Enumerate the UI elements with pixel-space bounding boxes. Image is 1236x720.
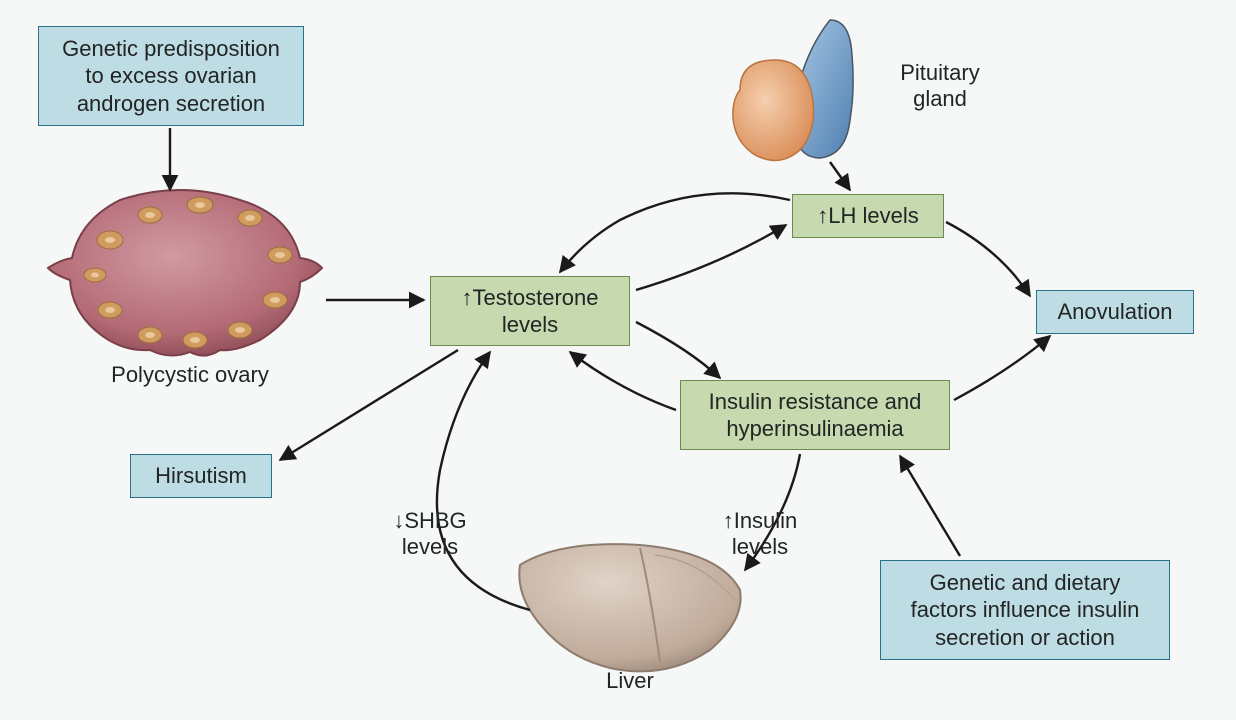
box-hirsutism: Hirsutism [130, 454, 272, 498]
box-testosterone-text: ↑Testosteronelevels [462, 284, 599, 339]
box-testosterone: ↑Testosteronelevels [430, 276, 630, 346]
label-polycystic-ovary: Polycystic ovary [90, 362, 290, 388]
box-genetic-insulin-text: Genetic and dietaryfactors influence ins… [911, 569, 1140, 652]
liver-illustration [519, 544, 740, 671]
arrow-testosterone-to-lh [636, 225, 786, 290]
arrow-liver-to-testosterone [437, 352, 530, 610]
box-anovulation: Anovulation [1036, 290, 1194, 334]
polycystic-ovary-illustration [48, 190, 322, 356]
box-insulin-resistance: Insulin resistance andhyperinsulinaemia [680, 380, 950, 450]
arrow-insulin-to-testosterone [570, 352, 676, 410]
arrow-testosterone-to-insulin [636, 322, 720, 378]
arrow-insulin-to-anovulation [954, 336, 1050, 400]
label-liver: Liver [590, 668, 670, 694]
box-hirsutism-text: Hirsutism [155, 462, 247, 490]
arrow-genetic-insulin-to-insulin [900, 456, 960, 556]
box-genetic-ovarian: Genetic predispositionto excess ovariana… [38, 26, 304, 126]
arrow-pituitary-to-lh [830, 162, 850, 190]
label-pituitary-gland: Pituitarygland [880, 60, 1000, 113]
arrow-testosterone-to-hirsutism [280, 350, 458, 460]
label-insulin-levels: ↑Insulinlevels [700, 508, 820, 561]
box-genetic-insulin: Genetic and dietaryfactors influence ins… [880, 560, 1170, 660]
box-anovulation-text: Anovulation [1058, 298, 1173, 326]
box-lh-text: ↑LH levels [817, 202, 918, 230]
box-insulin-resistance-text: Insulin resistance andhyperinsulinaemia [709, 388, 922, 443]
label-shbg: ↓SHBGlevels [370, 508, 490, 561]
pituitary-gland-illustration [733, 20, 853, 160]
arrow-lh-to-testosterone [560, 193, 790, 272]
arrow-lh-to-anovulation [946, 222, 1030, 296]
box-lh: ↑LH levels [792, 194, 944, 238]
box-genetic-ovarian-text: Genetic predispositionto excess ovariana… [62, 35, 280, 118]
